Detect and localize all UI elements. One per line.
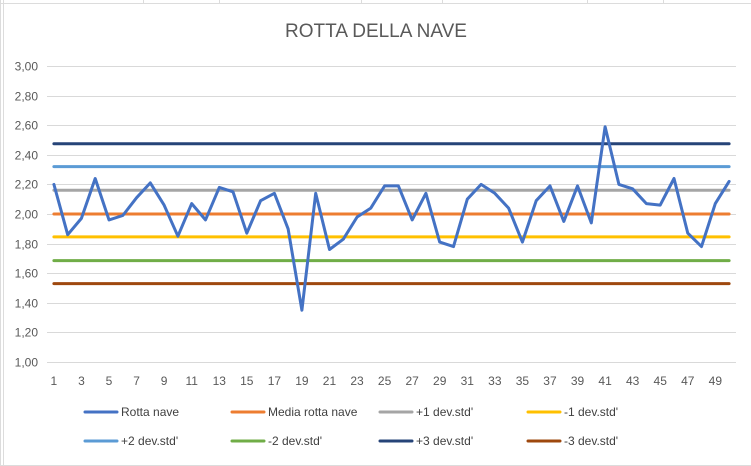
x-tick-label: 9 bbox=[161, 374, 168, 388]
x-tick-label: 23 bbox=[350, 374, 364, 388]
x-tick-label: 19 bbox=[295, 374, 309, 388]
legend-label[interactable]: Rotta nave bbox=[121, 405, 179, 419]
legend-label[interactable]: -2 dev.std' bbox=[268, 434, 322, 448]
y-tick-label: 1,80 bbox=[15, 238, 39, 252]
legend-label[interactable]: +2 dev.std' bbox=[121, 434, 178, 448]
y-tick-label: 2,40 bbox=[15, 149, 39, 163]
x-tick-label: 5 bbox=[106, 374, 113, 388]
y-tick-label: 1,60 bbox=[15, 267, 39, 281]
legend-label[interactable]: +1 dev.std' bbox=[416, 405, 473, 419]
y-tick-label: 2,80 bbox=[15, 90, 39, 104]
legend[interactable]: Rotta nave Media rotta nave +1 dev.std' -1 … bbox=[83, 405, 618, 448]
x-tick-label: 11 bbox=[185, 374, 198, 388]
x-tick-label: 7 bbox=[133, 374, 140, 388]
x-tick-label: 27 bbox=[405, 374, 419, 388]
x-tick-label: 39 bbox=[571, 374, 585, 388]
y-tick-label: 1,20 bbox=[15, 326, 39, 340]
x-tick-label: 41 bbox=[598, 374, 612, 388]
y-tick-label: 3,00 bbox=[15, 60, 39, 74]
legend-label[interactable]: +3 dev.std' bbox=[416, 434, 473, 448]
x-tick-label: 17 bbox=[268, 374, 282, 388]
x-tick-label: 33 bbox=[488, 374, 502, 388]
x-tick-label: 45 bbox=[654, 374, 668, 388]
x-tick-label: 47 bbox=[681, 374, 695, 388]
series-lines bbox=[52, 125, 731, 312]
x-tick-label: 43 bbox=[626, 374, 640, 388]
x-tick-label: 35 bbox=[516, 374, 530, 388]
x-axis-tick-labels: 1 3 5 7 9 11 13 15 17 19 21 23 25 27 29 31 33 35 37 39 41 43 4… bbox=[51, 374, 723, 388]
y-tick-label: 2,60 bbox=[15, 119, 39, 133]
legend-label[interactable]: -1 dev.std' bbox=[564, 405, 618, 419]
chart-title: ROTTA DELLA NAVE bbox=[285, 21, 467, 42]
x-tick-label: 49 bbox=[709, 374, 723, 388]
legend-label[interactable]: -3 dev.std' bbox=[564, 434, 618, 448]
x-tick-label: 1 bbox=[51, 374, 58, 388]
x-tick-label: 25 bbox=[378, 374, 392, 388]
series-line-0[interactable] bbox=[52, 125, 731, 312]
y-tick-label: 2,20 bbox=[15, 178, 39, 192]
x-tick-label: 3 bbox=[78, 374, 85, 388]
y-tick-label: 1,00 bbox=[15, 356, 39, 370]
legend-label[interactable]: Media rotta nave bbox=[268, 405, 358, 419]
y-tick-label: 2,00 bbox=[15, 208, 39, 222]
x-tick-label: 13 bbox=[213, 374, 227, 388]
x-tick-label: 21 bbox=[323, 374, 337, 388]
y-axis-tick-labels: 1,00 1,20 1,40 1,60 1,80 2,00 2,20 2,40 2,60 2,80… bbox=[15, 60, 39, 370]
x-tick-label: 31 bbox=[461, 374, 475, 388]
x-tick-label: 29 bbox=[433, 374, 447, 388]
x-tick-label: 37 bbox=[543, 374, 557, 388]
x-tick-label: 15 bbox=[240, 374, 254, 388]
y-tick-label: 1,40 bbox=[15, 297, 39, 311]
